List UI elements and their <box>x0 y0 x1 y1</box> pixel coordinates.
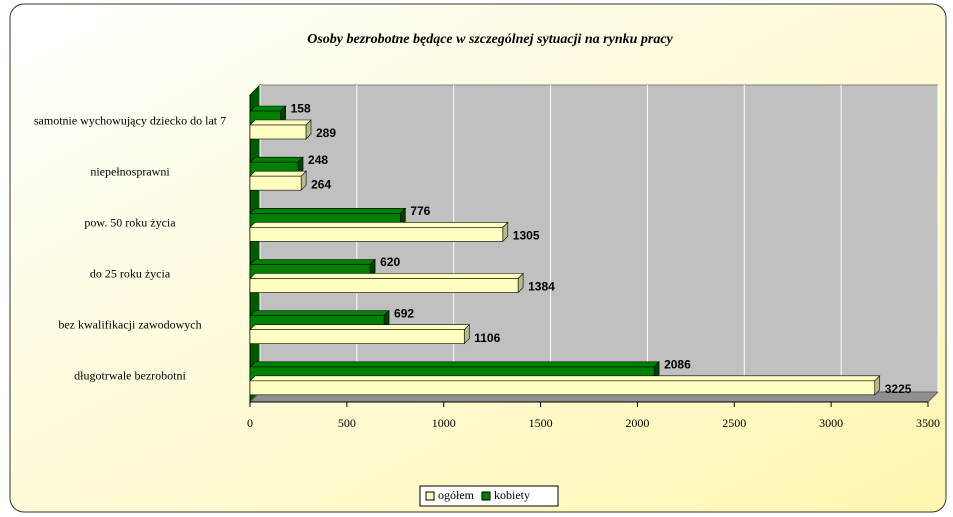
bar-face <box>249 273 524 279</box>
y-tick-label: do 25 roku życia <box>89 266 171 281</box>
y-tick-label: niepełnosprawni <box>90 164 170 179</box>
data-label: 1106 <box>474 331 500 345</box>
data-label: 1305 <box>513 229 540 243</box>
bar <box>249 323 470 345</box>
data-label: 776 <box>410 204 430 218</box>
legend-label: kobiety <box>494 488 530 502</box>
bar-face <box>249 361 660 368</box>
x-tick-label: 3000 <box>819 416 843 430</box>
x-tick-label: 1500 <box>529 416 553 430</box>
bar <box>249 170 307 191</box>
chart-title: Osoby bezrobotne będące w szczególnej sy… <box>307 32 673 47</box>
x-tick-label: 0 <box>247 416 253 430</box>
bar-face <box>249 329 465 344</box>
bar-face <box>249 208 407 214</box>
bar-face <box>249 278 519 293</box>
data-label: 620 <box>380 255 400 269</box>
x-tick-label: 2000 <box>625 416 649 430</box>
bar-face <box>249 375 881 382</box>
bar-face <box>249 105 287 112</box>
data-label: 264 <box>311 177 331 191</box>
x-tick-label: 3500 <box>916 416 940 430</box>
bar-face <box>249 170 307 177</box>
data-label: 692 <box>394 306 414 320</box>
data-label: 3225 <box>885 382 912 396</box>
bar <box>249 272 524 294</box>
bar-face <box>249 380 876 396</box>
y-tick-label: samotnie wychowujący dziecko do lat 7 <box>33 113 227 128</box>
data-label: 2086 <box>664 358 691 372</box>
bar-face <box>249 324 470 330</box>
bar-face <box>249 222 509 228</box>
data-label: 289 <box>316 126 336 140</box>
bar-face <box>249 259 376 265</box>
data-label: 1384 <box>528 280 555 294</box>
x-tick-label: 500 <box>338 416 356 430</box>
y-tick-label: bez kwalifikacji zawodowych <box>58 317 202 332</box>
bar-face <box>249 175 302 191</box>
bar <box>249 375 881 396</box>
legend-label: ogółem <box>438 488 475 502</box>
data-label: 248 <box>308 153 328 167</box>
data-label: 158 <box>291 102 311 116</box>
bar-face <box>249 156 304 163</box>
bar-face <box>249 310 390 316</box>
bar <box>249 221 509 243</box>
bar-face <box>249 124 307 140</box>
x-tick-label: 1000 <box>432 416 456 430</box>
legend-swatch <box>481 491 491 501</box>
legend-swatch <box>425 491 435 501</box>
y-tick-label: pow. 50 roku życia <box>84 215 176 230</box>
y-tick-label: długotrwale bezrobotni <box>74 368 186 383</box>
x-tick-label: 2500 <box>722 416 746 430</box>
bar-face <box>249 227 504 242</box>
bar-face <box>249 119 312 126</box>
bar <box>249 119 312 140</box>
